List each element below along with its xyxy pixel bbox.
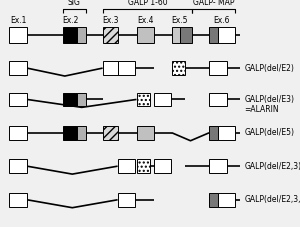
Text: =ALARIN: =ALARIN [244, 105, 279, 114]
Bar [136, 126, 154, 140]
Bar [180, 27, 192, 43]
Bar [63, 126, 77, 140]
Bar [209, 193, 218, 207]
Bar [218, 27, 235, 43]
Bar [118, 193, 135, 207]
Text: Ex.6: Ex.6 [214, 16, 230, 25]
Text: Ex.5: Ex.5 [172, 16, 188, 25]
Bar [118, 61, 135, 75]
Text: GALP(del/E2): GALP(del/E2) [244, 64, 294, 73]
Text: GALP(del/E2,3,5): GALP(del/E2,3,5) [244, 195, 300, 204]
Bar [218, 193, 235, 207]
Bar [9, 61, 27, 75]
Bar [77, 27, 86, 43]
Bar [103, 27, 118, 43]
Text: Ex.2: Ex.2 [62, 16, 78, 25]
Bar [63, 93, 77, 106]
Bar [209, 126, 218, 140]
Bar [209, 159, 226, 173]
Bar [209, 27, 218, 43]
Text: GALP(del/E3): GALP(del/E3) [244, 95, 295, 104]
Text: GALP(del/E5): GALP(del/E5) [244, 128, 295, 137]
Bar [172, 27, 180, 43]
Bar [154, 93, 171, 106]
Bar [9, 93, 27, 106]
Text: GALP- MAP: GALP- MAP [193, 0, 234, 7]
Bar [103, 61, 118, 75]
Bar [136, 159, 150, 173]
Bar [9, 27, 27, 43]
Bar [209, 61, 226, 75]
Bar [77, 126, 86, 140]
Bar [136, 27, 154, 43]
Bar [77, 93, 86, 106]
Text: GALP(del/E2,3): GALP(del/E2,3) [244, 162, 300, 171]
Bar [154, 159, 171, 173]
Bar [103, 126, 118, 140]
Bar [9, 193, 27, 207]
Bar [218, 126, 235, 140]
Text: Ex.1: Ex.1 [10, 16, 26, 25]
Text: GALP 1-60: GALP 1-60 [128, 0, 167, 7]
Bar [118, 159, 135, 173]
Bar [9, 126, 27, 140]
Text: SIG: SIG [68, 0, 81, 7]
Text: Ex.3: Ex.3 [102, 16, 118, 25]
Bar [9, 159, 27, 173]
Bar [209, 93, 226, 106]
Bar [136, 93, 150, 106]
Text: Ex.4: Ex.4 [137, 16, 153, 25]
Bar [172, 61, 185, 75]
Bar [63, 27, 77, 43]
